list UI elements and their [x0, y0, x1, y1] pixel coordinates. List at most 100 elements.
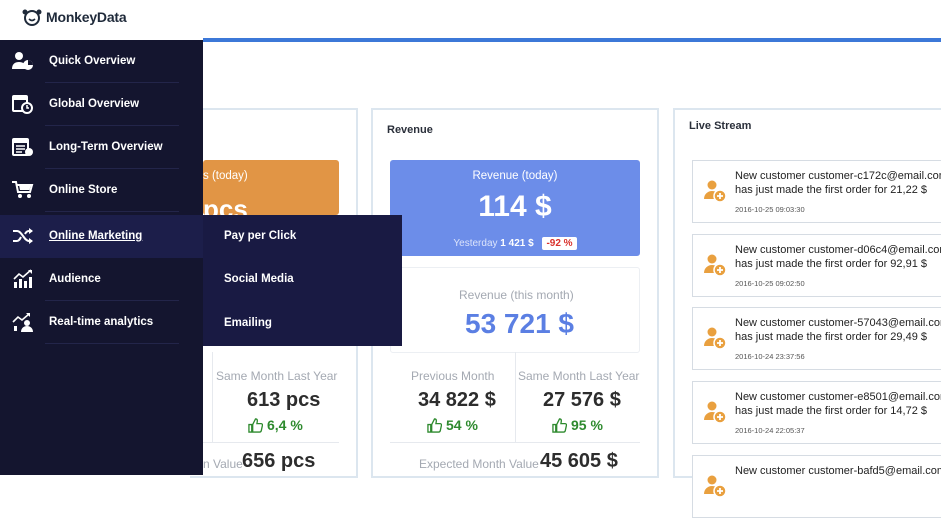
divider	[203, 442, 339, 443]
stream-item[interactable]: New customer customer-bafd5@email.com	[692, 455, 941, 518]
revenue-prev-month-trend-value: 54 %	[446, 417, 478, 433]
orders-today-tile: s (today) pcs	[203, 160, 339, 224]
orders-expected-value: 656 pcs	[242, 450, 316, 472]
orders-same-month-value: 613 pcs	[247, 389, 321, 411]
revenue-yesterday-change-badge: -92 %	[542, 237, 577, 250]
orders-today-label: s (today)	[203, 170, 248, 182]
cart-icon	[12, 181, 34, 198]
divider	[45, 168, 179, 169]
sidebar-item-label: Long-Term Overview	[49, 141, 163, 153]
divider	[45, 211, 179, 212]
revenue-same-month-label: Same Month Last Year	[518, 369, 640, 383]
submenu-item-social-media[interactable]: Social Media	[224, 273, 294, 285]
sidebar-item-label: Quick Overview	[49, 55, 136, 67]
revenue-expected-value: 45 605 $	[540, 450, 618, 472]
calendar-clock-icon	[12, 95, 33, 114]
stream-item[interactable]: New customer customer-c172c@email.com has…	[692, 160, 941, 223]
sidebar-item-label: Real-time analytics	[49, 316, 154, 328]
stream-item-line1: New customer customer-c172c@email.com	[735, 170, 941, 182]
divider	[45, 300, 179, 301]
divider	[515, 352, 516, 442]
stream-item-time: 2016-10-25 09:02:50	[735, 279, 805, 288]
stream-item-message: New customer customer-e8501@email.com has…	[735, 390, 941, 418]
orders-same-month-trend-value: 6,4 %	[267, 417, 303, 433]
divider	[390, 442, 640, 443]
sidebar-item-label: Audience	[49, 273, 101, 285]
stream-item[interactable]: New customer customer-e8501@email.com has…	[692, 381, 941, 444]
revenue-prev-month-trend: 54 %	[427, 417, 478, 433]
divider	[45, 82, 179, 83]
revenue-prev-month-value: 34 822 $	[418, 389, 496, 411]
stream-item-time: 2016-10-25 09:03:30	[735, 205, 805, 214]
stream-item-message: New customer customer-c172c@email.com has…	[735, 169, 941, 197]
top-bar: MonkeyData	[0, 0, 941, 40]
sidebar: Quick Overview Global Overview Long-Term…	[0, 40, 203, 475]
stream-item[interactable]: New customer customer-57043@email.com has…	[692, 307, 941, 370]
orders-same-month-label: Same Month Last Year	[216, 369, 338, 383]
stream-item-line1: New customer customer-e8501@email.com	[735, 391, 941, 403]
shuffle-icon	[13, 228, 33, 244]
online-marketing-submenu: Pay per Click Social Media Emailing	[203, 215, 402, 346]
user-add-icon	[704, 401, 727, 424]
stream-item-line2: has just made the first order for 29,49 …	[735, 331, 927, 343]
orders-expected-label: n Value	[203, 457, 243, 471]
divider	[45, 125, 179, 126]
revenue-yesterday-value: 1 421 $	[500, 238, 534, 249]
stream-item-message: New customer customer-57043@email.com has…	[735, 316, 941, 344]
thumbs-up-icon	[248, 417, 263, 433]
monkey-logo-icon	[22, 9, 42, 26]
revenue-same-month-trend: 95 %	[552, 417, 603, 433]
stream-item-message: New customer customer-bafd5@email.com	[735, 464, 941, 478]
revenue-month-label: Revenue (this month)	[459, 288, 574, 302]
sidebar-item-audience[interactable]: Audience	[0, 258, 203, 301]
sidebar-item-quick-overview[interactable]: Quick Overview	[0, 40, 203, 83]
sidebar-item-label: Online Marketing	[49, 230, 143, 242]
stream-item-line2: has just made the first order for 92,91 …	[735, 258, 927, 270]
revenue-panel-title: Revenue	[387, 124, 433, 136]
stream-item-line1: New customer customer-d06c4@email.com	[735, 244, 941, 256]
sidebar-item-real-time-analytics[interactable]: Real-time analytics	[0, 301, 203, 344]
sidebar-item-long-term-overview[interactable]: Long-Term Overview	[0, 126, 203, 169]
revenue-expected-label: Expected Month Value	[419, 457, 539, 471]
stream-item-line1: New customer customer-bafd5@email.com	[735, 465, 941, 477]
revenue-same-month-value: 27 576 $	[543, 389, 621, 411]
user-add-icon	[704, 180, 727, 203]
stream-item-time: 2016-10-24 22:05:37	[735, 426, 805, 435]
revenue-today-value: 114 $	[478, 190, 552, 223]
user-chart-icon	[12, 52, 33, 70]
header-accent-bar	[203, 38, 941, 42]
user-trend-icon	[12, 313, 33, 332]
sidebar-item-online-store[interactable]: Online Store	[0, 169, 203, 212]
divider	[45, 343, 179, 344]
bar-trend-icon	[13, 269, 32, 288]
submenu-item-pay-per-click[interactable]: Pay per Click	[224, 230, 297, 242]
revenue-today-label: Revenue (today)	[472, 170, 558, 182]
sidebar-item-label: Online Store	[49, 184, 118, 196]
orders-same-month-trend: 6,4 %	[248, 417, 303, 433]
sidebar-item-online-marketing[interactable]: Online Marketing	[0, 215, 203, 258]
stream-item-message: New customer customer-d06c4@email.com has…	[735, 243, 941, 271]
thumbs-up-icon	[427, 417, 442, 433]
sidebar-item-label: Global Overview	[49, 98, 140, 110]
revenue-today-tile: Revenue (today) 114 $ Yesterday 1 421 $ …	[390, 160, 640, 256]
revenue-prev-month-label: Previous Month	[411, 369, 495, 383]
revenue-same-month-trend-value: 95 %	[571, 417, 603, 433]
stream-item-line2: has just made the first order for 21,22 …	[735, 184, 927, 196]
live-stream-title: Live Stream	[689, 120, 752, 132]
divider	[212, 352, 213, 442]
revenue-month-value: 53 721 $	[465, 308, 574, 339]
stream-item-line2: has just made the first order for 14,72 …	[735, 405, 927, 417]
sidebar-item-global-overview[interactable]: Global Overview	[0, 83, 203, 126]
calendar-list-icon	[12, 138, 33, 156]
user-add-icon	[704, 254, 727, 277]
submenu-item-emailing[interactable]: Emailing	[224, 317, 272, 329]
stream-item[interactable]: New customer customer-d06c4@email.com has…	[692, 234, 941, 297]
thumbs-up-icon	[552, 417, 567, 433]
user-add-icon	[704, 475, 727, 498]
logo-text: MonkeyData	[46, 9, 127, 25]
stream-item-line1: New customer customer-57043@email.com	[735, 317, 941, 329]
revenue-yesterday-row: Yesterday 1 421 $ -92 %	[390, 237, 640, 250]
stream-item-time: 2016-10-24 23:37:56	[735, 352, 805, 361]
logo[interactable]: MonkeyData	[22, 7, 127, 27]
user-add-icon	[704, 327, 727, 350]
